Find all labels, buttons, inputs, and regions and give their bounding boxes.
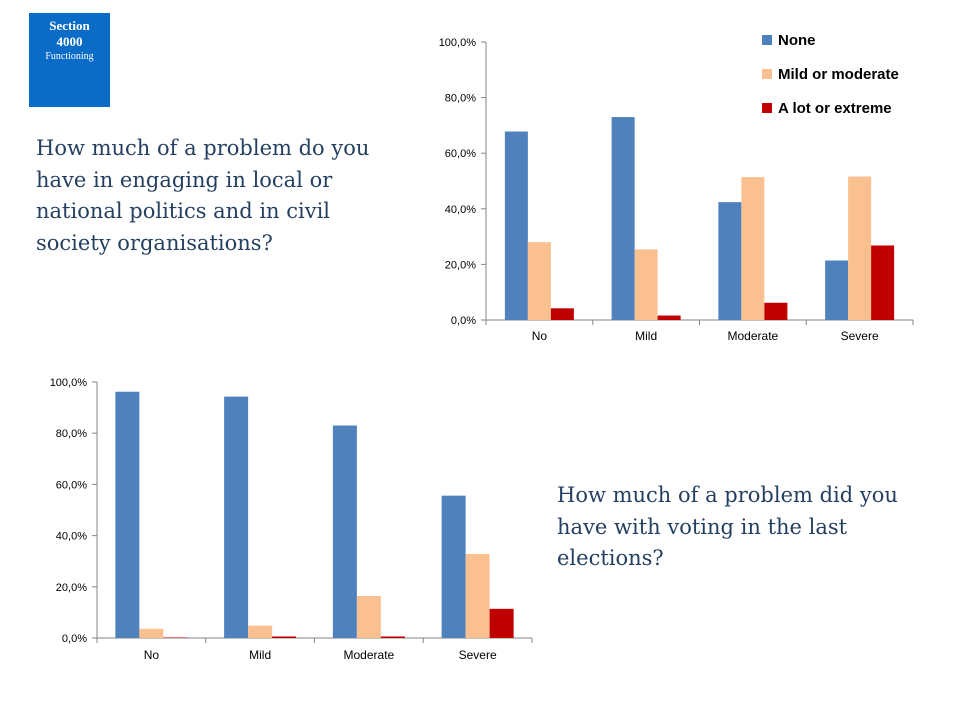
legend-label: None bbox=[778, 32, 816, 49]
bar-a-lot-or-extreme-severe bbox=[489, 608, 514, 638]
y-tick-label: 40,0% bbox=[56, 531, 87, 543]
bar-mild-or-moderate-moderate bbox=[741, 177, 765, 320]
x-category-label: Moderate bbox=[728, 329, 779, 343]
y-tick-label: 80,0% bbox=[56, 428, 87, 440]
y-tick-label: 60,0% bbox=[445, 148, 476, 160]
x-category-label: Severe bbox=[841, 329, 879, 343]
bar-none-severe bbox=[441, 495, 466, 638]
x-category-label: Mild bbox=[249, 648, 271, 662]
section-title-line1: Section bbox=[49, 18, 90, 33]
bar-none-mild bbox=[611, 117, 635, 320]
bar-a-lot-or-extreme-mild bbox=[272, 636, 297, 638]
bar-none-mild bbox=[224, 396, 249, 638]
bar-none-moderate bbox=[718, 202, 742, 320]
bar-mild-or-moderate-no bbox=[139, 628, 164, 638]
bar-mild-or-moderate-mild bbox=[634, 249, 658, 320]
section-title-line2: 4000 bbox=[56, 34, 83, 49]
legend-swatch bbox=[762, 69, 772, 79]
bar-a-lot-or-extreme-moderate bbox=[380, 636, 405, 638]
y-tick-label: 0,0% bbox=[451, 315, 476, 327]
y-tick-label: 100,0% bbox=[439, 37, 477, 49]
bar-mild-or-moderate-severe bbox=[465, 554, 490, 638]
y-tick-label: 20,0% bbox=[56, 582, 87, 594]
bar-a-lot-or-extreme-moderate bbox=[764, 302, 788, 320]
bar-a-lot-or-extreme-mild bbox=[657, 315, 681, 320]
bar-a-lot-or-extreme-no bbox=[163, 637, 188, 638]
x-category-label: No bbox=[532, 329, 548, 343]
question-voting: How much of a problem did you have with … bbox=[557, 483, 898, 570]
question-politics: How much of a problem do you have in eng… bbox=[36, 136, 370, 255]
section-subtitle: Functioning bbox=[45, 51, 94, 62]
y-tick-label: 60,0% bbox=[56, 479, 87, 491]
y-tick-label: 40,0% bbox=[445, 204, 476, 216]
bar-mild-or-moderate-moderate bbox=[356, 596, 381, 638]
chart-legend: None Mild or moderate A lot or extreme bbox=[762, 32, 899, 117]
chart-1: 0,0% 20,0% 40,0% 60,0% 80,0% 100,0% No Mild Mode… bbox=[439, 32, 914, 343]
x-category-label: Moderate bbox=[344, 648, 395, 662]
bar-none-moderate bbox=[332, 425, 357, 638]
bar-none-no bbox=[115, 391, 140, 638]
bar-mild-or-moderate-no bbox=[527, 242, 551, 320]
legend-label: Mild or moderate bbox=[778, 66, 899, 83]
bar-none-severe bbox=[825, 260, 849, 320]
bar-none-no bbox=[504, 131, 528, 320]
y-tick-label: 20,0% bbox=[445, 259, 476, 271]
y-tick-label: 0,0% bbox=[62, 633, 87, 645]
bar-mild-or-moderate-mild bbox=[248, 625, 273, 638]
bar-mild-or-moderate-severe bbox=[848, 176, 872, 320]
y-tick-label: 100,0% bbox=[50, 377, 88, 389]
x-category-label: Severe bbox=[459, 648, 497, 662]
legend-swatch bbox=[762, 35, 772, 45]
x-category-label: No bbox=[144, 648, 160, 662]
chart-2: 0,0% 20,0% 40,0% 60,0% 80,0% 100,0% No Mild Mode… bbox=[50, 377, 533, 662]
section-badge: Section 4000 Functioning bbox=[29, 13, 110, 107]
bar-a-lot-or-extreme-severe bbox=[871, 245, 895, 320]
legend-label: A lot or extreme bbox=[778, 100, 892, 117]
bar-a-lot-or-extreme-no bbox=[550, 308, 574, 320]
legend-swatch bbox=[762, 103, 772, 113]
y-tick-label: 80,0% bbox=[445, 93, 476, 105]
x-category-label: Mild bbox=[635, 329, 657, 343]
